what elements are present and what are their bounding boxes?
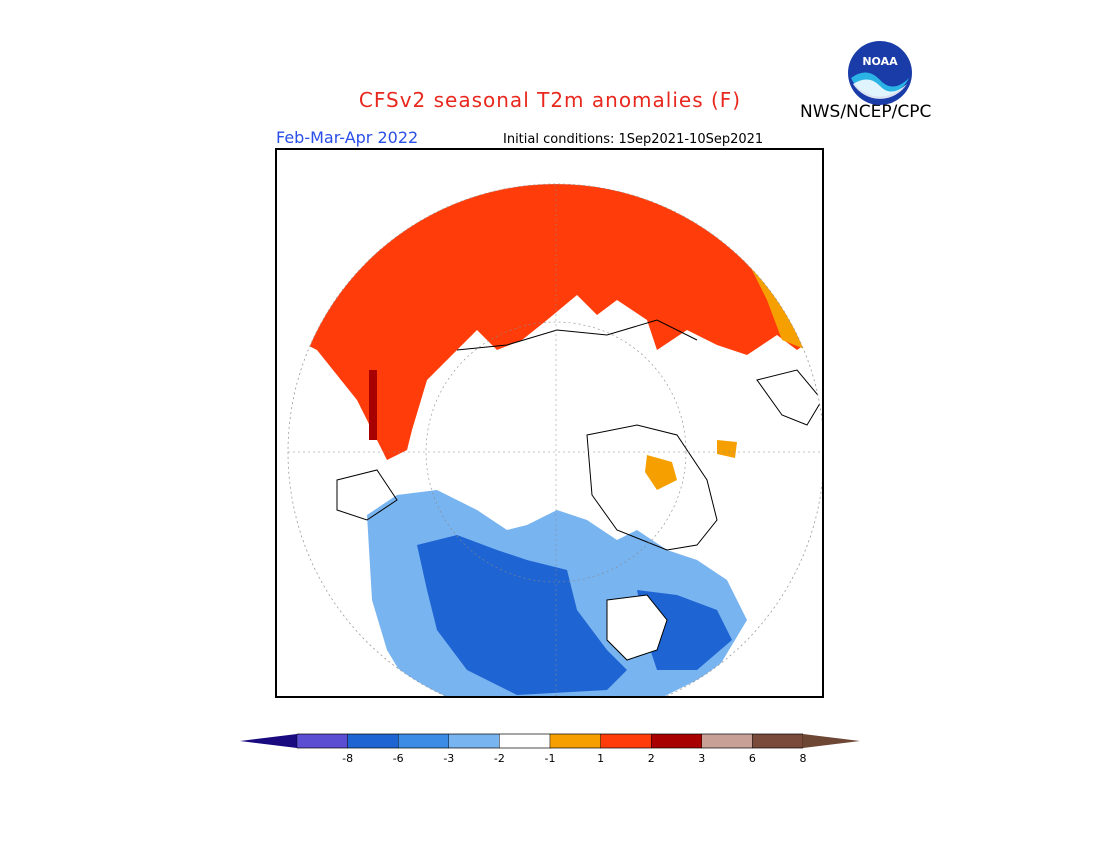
colorbar-cell	[701, 733, 753, 749]
warm-anomaly-region	[288, 184, 822, 460]
mild-warm-region-arctic	[645, 455, 677, 490]
cold-anomaly-region	[417, 535, 627, 695]
cold-anomaly-region-east	[637, 590, 732, 670]
noaa-logo: NOAA	[848, 41, 912, 105]
noaa-logo-text: NOAA	[862, 55, 898, 68]
mild-warm-region-left	[297, 280, 332, 305]
colorbar-cell	[397, 733, 449, 749]
colorbar-tick-label: 3	[698, 752, 706, 765]
colorbar-cell	[549, 733, 601, 749]
strong-warm-spot	[547, 150, 572, 180]
colorbar-tick-label: 6	[748, 752, 756, 765]
colorbar	[240, 733, 860, 749]
forecast-period: Feb-Mar-Apr 2022	[276, 128, 419, 147]
colorbar-tick-label: -6	[392, 752, 404, 765]
map-panel	[275, 148, 824, 698]
colorbar-cell	[499, 733, 551, 749]
colorbar-tick-label: 2	[647, 752, 655, 765]
colorbar-cell	[600, 733, 652, 749]
colorbar-tick-label: -8	[342, 752, 354, 765]
colorbar-cell	[347, 733, 399, 749]
map-boundary	[287, 183, 822, 696]
colorbar-cell	[651, 733, 703, 749]
colorbar-cell	[296, 733, 348, 749]
colorbar-cell	[752, 733, 804, 749]
map-title: CFSv2 seasonal T2m anomalies (F)	[358, 88, 742, 112]
colorbar-tick-label: 8	[799, 752, 807, 765]
initial-conditions: Initial conditions: 1Sep2021-10Sep2021	[503, 132, 764, 147]
colorbar-under-arrow	[240, 734, 297, 748]
colorbar-cell	[448, 733, 500, 749]
coastline-hudson-bay	[606, 594, 668, 661]
polar-map	[287, 150, 822, 696]
agency-label: NWS/NCEP/CPC	[800, 102, 932, 122]
coastline-greenland	[586, 424, 718, 551]
coastline-scandinavia	[756, 369, 822, 426]
coastline-siberia	[456, 319, 698, 351]
colorbar-tick-label: 1	[597, 752, 605, 765]
colorbar-over-arrow	[803, 734, 860, 748]
strong-warm-streak	[369, 370, 377, 440]
mild-warm-region-arctic-2	[717, 440, 737, 458]
colorbar-tick-label: -3	[443, 752, 455, 765]
colorbar-tick-label: -2	[493, 752, 505, 765]
coastline-alaska	[336, 469, 398, 521]
colorbar-tick-label: -1	[544, 752, 556, 765]
